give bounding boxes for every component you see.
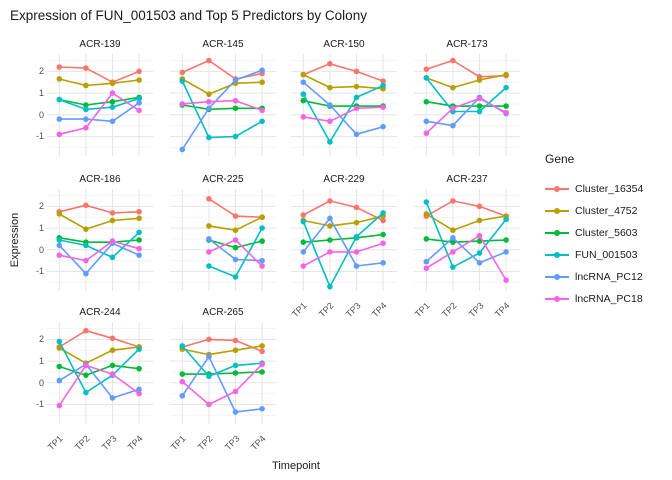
facet-acr-145: ACR-145: [170, 38, 276, 156]
x-tick-label: TP2: [439, 300, 459, 320]
x-tick-label: TP4: [492, 300, 512, 320]
legend-key-icon: [545, 270, 569, 284]
facet-acr-265: ACR-265 TP1 TP2 TP3 TP4: [169, 306, 276, 452]
y-tick-label: -1: [35, 266, 44, 277]
legend-label: lncRNA_PC12: [575, 271, 643, 283]
legend-label: Cluster_16354: [575, 183, 644, 195]
legend-title: Gene: [545, 152, 575, 166]
legend-entry: Cluster_4752: [545, 200, 643, 222]
legend-label: FUN_001503: [575, 249, 638, 261]
legend-key-icon: [545, 226, 569, 240]
y-tick-label: 1: [38, 223, 44, 234]
x-tick-label: TP3: [99, 433, 119, 453]
x-tick-label: TP3: [222, 433, 242, 453]
x-tick-label: TP1: [413, 300, 432, 320]
legend-label: Cluster_5603: [575, 227, 638, 239]
facet-panel: [170, 322, 276, 424]
y-tick-label: 1: [38, 356, 44, 367]
legend-label: Cluster_4752: [575, 205, 638, 217]
chart-title: Expression of FUN_001503 and Top 5 Predi…: [10, 8, 367, 23]
facet-acr-244: ACR-244 TP1 TP2 TP3 TP4: [46, 306, 153, 452]
x-tick-label: TP2: [72, 433, 92, 453]
legend-key-icon: [545, 248, 569, 262]
facet-panel: [47, 54, 153, 156]
facet-strip-label: ACR-186: [79, 174, 121, 185]
legend-entries: Cluster_16354 Cluster_4752 Cluster_5603 FUN…: [545, 178, 643, 310]
facet-strip-label: ACR-173: [446, 39, 488, 50]
facet-panel: [414, 189, 520, 291]
y-tick-label: 0: [38, 109, 44, 120]
x-tick-label: TP3: [343, 300, 363, 320]
x-tick-label: TP3: [466, 300, 486, 320]
x-tick-label: TP1: [290, 300, 309, 320]
y-tick-label: -1: [35, 399, 44, 410]
facet-strip-label: ACR-265: [202, 307, 244, 318]
facet-strip-label: ACR-139: [79, 39, 121, 50]
legend-entry: FUN_001503: [545, 244, 643, 266]
facet-panel: [47, 322, 153, 424]
facet-acr-150: ACR-150: [291, 38, 397, 156]
x-tick-label: TP2: [195, 433, 215, 453]
y-axis-title: Expression: [9, 212, 21, 268]
x-tick-label: TP1: [46, 433, 65, 453]
facet-acr-225: ACR-225: [170, 173, 276, 291]
facet-acr-237: ACR-237 TP1 TP2 TP3 TP4: [413, 173, 520, 319]
facet-strip-label: ACR-150: [323, 39, 365, 50]
y-tick-label: 2: [38, 201, 44, 212]
legend-entry: lncRNA_PC18: [545, 288, 643, 310]
legend-entry: lncRNA_PC12: [545, 266, 643, 288]
x-tick-label: TP4: [125, 433, 145, 453]
facet-panel: [170, 54, 276, 156]
x-tick-label: TP4: [248, 433, 268, 453]
y-tick-label: 1: [38, 88, 44, 99]
legend-entry: Cluster_5603: [545, 222, 643, 244]
facet-acr-173: ACR-173: [414, 38, 520, 156]
legend-key-icon: [545, 204, 569, 218]
x-tick-label: TP4: [369, 300, 389, 320]
legend: Gene Cluster_16354 Cluster_4752 Cluster_56…: [545, 152, 643, 310]
facet-strip-label: ACR-237: [446, 174, 488, 185]
facet-panel: [414, 54, 520, 156]
legend-label: lncRNA_PC18: [575, 293, 643, 305]
x-tick-label: TP2: [316, 300, 336, 320]
y-tick-label: 2: [38, 66, 44, 77]
facet-acr-139: ACR-139: [47, 38, 153, 156]
facet-panel: [291, 54, 397, 156]
facet-panel: [170, 189, 276, 291]
y-tick-label: 0: [38, 377, 44, 388]
facet-strip-label: ACR-229: [323, 174, 365, 185]
legend-key-icon: [545, 292, 569, 306]
x-tick-label: TP1: [169, 433, 188, 453]
facet-acr-229: ACR-229 TP1 TP2 TP3 TP4: [290, 173, 397, 319]
y-tick-label: 0: [38, 244, 44, 255]
y-tick-label: 2: [38, 334, 44, 345]
facet-strip-label: ACR-225: [202, 174, 244, 185]
facet-acr-186: ACR-186: [47, 173, 153, 291]
legend-key-icon: [545, 182, 569, 196]
x-axis-title: Timepoint: [272, 460, 320, 472]
facet-strip-label: ACR-244: [79, 307, 121, 318]
facet-panel: [291, 189, 397, 291]
facet-strip-label: ACR-145: [202, 39, 244, 50]
facet-panel: [47, 189, 153, 291]
y-tick-label: -1: [35, 131, 44, 142]
legend-entry: Cluster_16354: [545, 178, 643, 200]
